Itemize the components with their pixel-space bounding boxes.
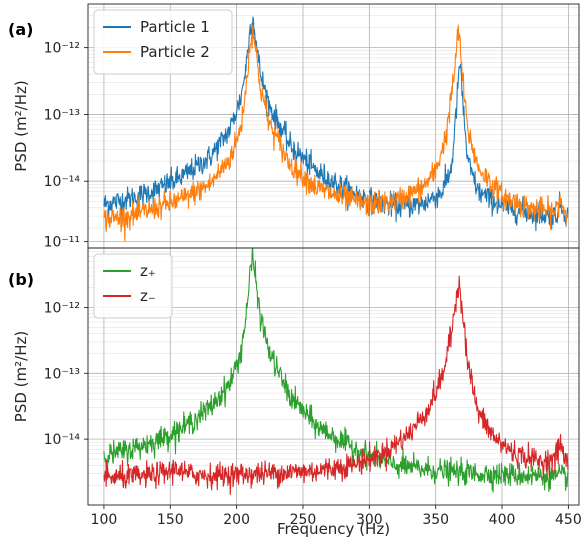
x-tick-label: 450 <box>555 512 582 528</box>
panel-tag: (b) <box>8 270 34 289</box>
legend-label: Particle 2 <box>140 43 210 61</box>
legend-label: Particle 1 <box>140 18 210 36</box>
x-tick-label: 400 <box>489 512 516 528</box>
series-line-particle-1 <box>103 16 569 232</box>
panel-b: 10⁻¹⁴ 10⁻¹³ 10⁻¹² 10⁻¹¹ 100 150 200 250 300 350 40… <box>8 235 582 537</box>
series-line-particle-2 <box>103 24 569 242</box>
y-axis-label: PSD (m²/Hz) <box>12 80 30 171</box>
panel-tag: (a) <box>8 20 33 39</box>
x-axis-label: Frequency (Hz) <box>277 520 390 537</box>
x-tick-label: 100 <box>91 512 118 528</box>
y-tick-label: 10⁻¹¹ <box>44 235 80 251</box>
y-tick-label: 10⁻¹⁴ <box>44 174 81 190</box>
x-tick-label: 350 <box>422 512 449 528</box>
x-tick-label: 300 <box>356 512 383 528</box>
series-group <box>103 16 569 242</box>
legend: Particle 1 Particle 2 <box>93 9 233 75</box>
series-group <box>103 248 569 496</box>
y-tick-label: 10⁻¹² <box>44 300 80 316</box>
legend: z₊ z₋ <box>93 253 173 319</box>
x-tick-label: 200 <box>223 512 250 528</box>
plot-frame <box>87 247 580 506</box>
y-tick-label: 10⁻¹⁴ <box>44 432 81 448</box>
legend-label: z₊ <box>140 262 156 280</box>
y-tick-label: 10⁻¹³ <box>44 107 80 123</box>
x-tick-label: 150 <box>157 512 184 528</box>
y-tick-label: 10⁻¹² <box>44 41 80 57</box>
series-line-z₊ <box>103 248 569 493</box>
y-axis-label: PSD (m²/Hz) <box>12 331 30 422</box>
y-tick-label: 10⁻¹³ <box>44 366 80 382</box>
legend-box <box>93 253 173 319</box>
series-line-z₋ <box>103 275 569 496</box>
x-tick-label: 250 <box>290 512 317 528</box>
legend-label: z₋ <box>140 287 156 305</box>
